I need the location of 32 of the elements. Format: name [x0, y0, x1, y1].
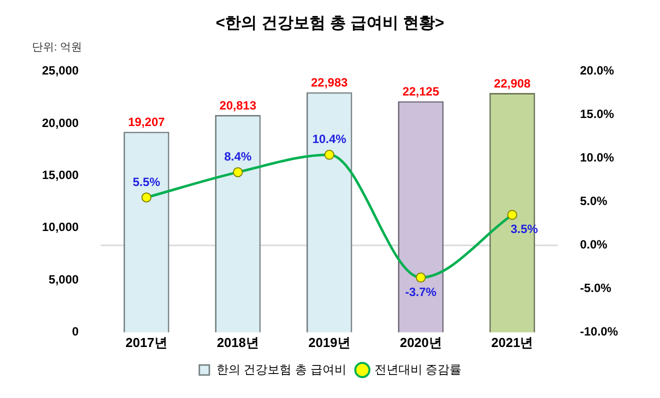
y2-tick-label: 0.0%: [580, 238, 608, 252]
y2-tick-label: -5.0%: [580, 281, 612, 296]
data-label: 22,908: [494, 76, 531, 90]
y-tick-label: 0: [72, 324, 80, 339]
y2-tick-label: 10.0%: [580, 150, 614, 165]
y-tick-label: 20,000: [42, 116, 80, 130]
data-label: 3.5%: [510, 222, 538, 236]
x-tick-label: 2017년: [125, 334, 168, 350]
data-label: 20,813: [220, 98, 257, 112]
x-tick-label: 2019년: [308, 334, 350, 350]
y2-tick-label: -10.0%: [580, 324, 618, 339]
legend-label: 한의 건강보험 총 급여비: [216, 362, 346, 376]
y-tick-label: 15,000: [42, 168, 80, 182]
data-label: -3.7%: [405, 284, 437, 299]
chart-title: <한의 건강보험 총 급여비 현황>: [216, 15, 444, 32]
legend-label: 전년대비 증감률: [374, 362, 462, 376]
data-label: 22,125: [402, 84, 440, 99]
y2-tick-label: 15.0%: [580, 107, 614, 122]
y-tick-label: 10,000: [42, 220, 80, 234]
y2-tick-label: 20.0%: [580, 64, 614, 78]
data-label: 19,207: [128, 115, 166, 130]
x-tick-label: 2020년: [400, 334, 442, 350]
y-tick-label: 25,000: [42, 64, 80, 78]
x-tick-label: 2021년: [491, 334, 534, 350]
y2-tick-label: 5.0%: [580, 194, 608, 208]
x-tick-label: 2018년: [216, 334, 259, 350]
text: 단위: 억원: [32, 42, 82, 54]
data-label: 8.4%: [224, 150, 252, 164]
y-tick-label: 5,000: [48, 272, 80, 286]
data-label: 5.5%: [132, 174, 160, 189]
data-label: 22,983: [310, 76, 348, 90]
data-label: 10.4%: [312, 132, 347, 146]
